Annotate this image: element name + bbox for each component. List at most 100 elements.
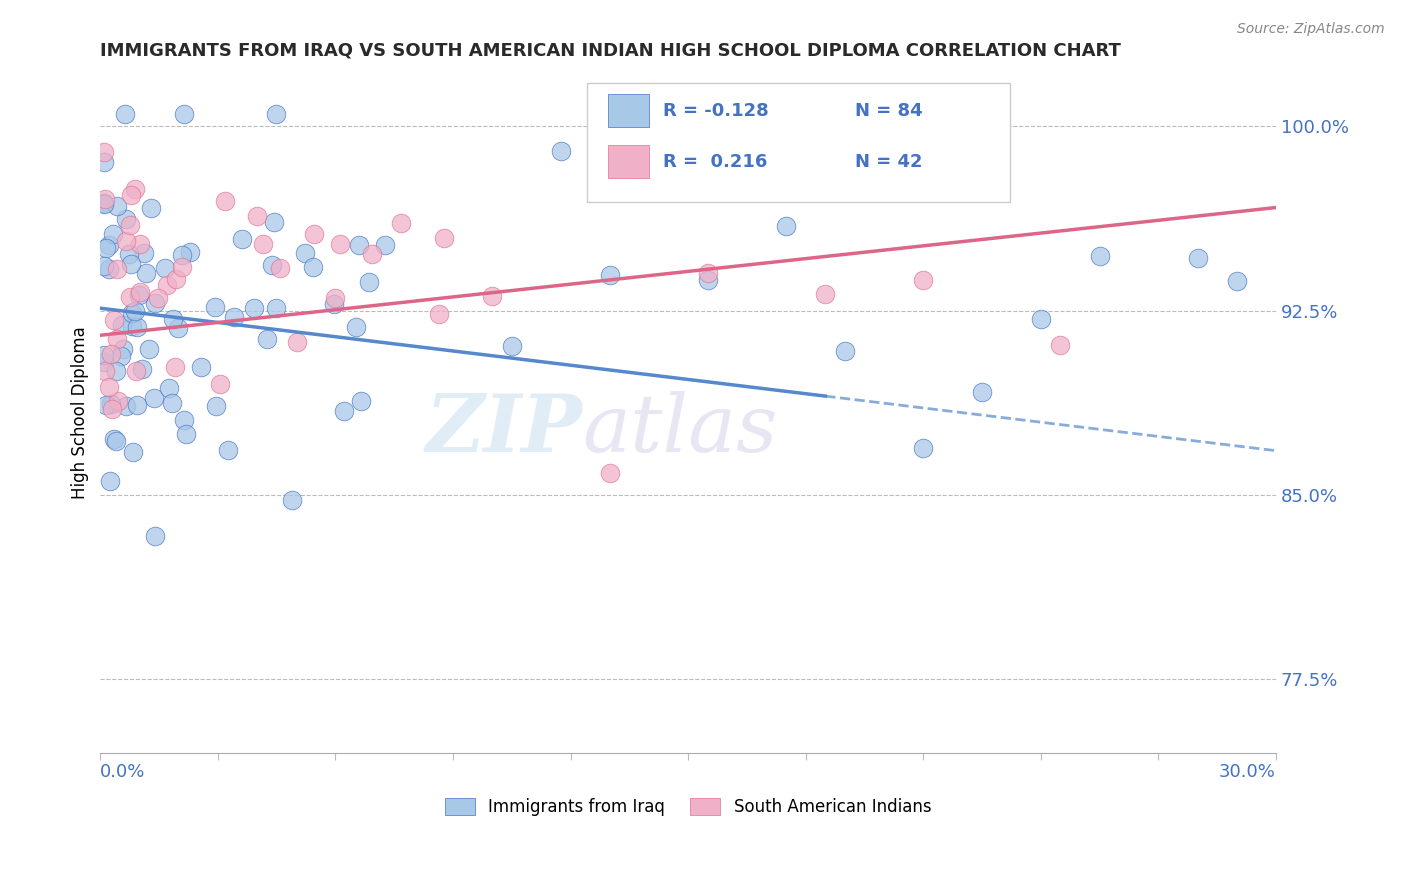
Point bbox=[120, 187, 142, 202]
Point bbox=[322, 297, 344, 311]
Point bbox=[138, 343, 160, 357]
Point bbox=[333, 404, 356, 418]
Point bbox=[115, 399, 138, 413]
Point bbox=[121, 319, 143, 334]
Point bbox=[120, 218, 142, 232]
Point bbox=[501, 339, 523, 353]
Point bbox=[1187, 251, 1209, 265]
Point bbox=[121, 306, 143, 320]
Point bbox=[269, 260, 291, 275]
Point bbox=[814, 286, 837, 301]
Point bbox=[165, 359, 187, 374]
Point bbox=[217, 443, 239, 458]
Point bbox=[146, 291, 169, 305]
Point bbox=[93, 197, 115, 211]
Point bbox=[112, 342, 135, 356]
Point bbox=[97, 262, 120, 277]
Point bbox=[128, 288, 150, 302]
Point bbox=[122, 445, 145, 459]
Point bbox=[124, 182, 146, 196]
Point bbox=[139, 201, 162, 215]
FancyBboxPatch shape bbox=[588, 83, 1011, 202]
Point bbox=[96, 241, 118, 255]
Text: Source: ZipAtlas.com: Source: ZipAtlas.com bbox=[1237, 22, 1385, 37]
Point bbox=[1029, 312, 1052, 326]
Point bbox=[166, 320, 188, 334]
Point bbox=[107, 393, 129, 408]
Point bbox=[118, 290, 141, 304]
Point bbox=[280, 492, 302, 507]
Point bbox=[143, 296, 166, 310]
Point bbox=[374, 238, 396, 252]
Point bbox=[114, 234, 136, 248]
Point bbox=[599, 466, 621, 480]
Point bbox=[100, 474, 122, 488]
Point bbox=[93, 355, 115, 369]
Point bbox=[103, 227, 125, 241]
Point bbox=[93, 145, 115, 160]
Point bbox=[142, 391, 165, 405]
Bar bbox=[609, 145, 650, 178]
Point bbox=[287, 335, 309, 350]
Point bbox=[105, 434, 128, 449]
Point bbox=[124, 304, 146, 318]
Point bbox=[134, 246, 156, 260]
Point bbox=[131, 361, 153, 376]
Point bbox=[111, 318, 134, 332]
Point bbox=[93, 348, 115, 362]
Point bbox=[262, 259, 284, 273]
Point bbox=[128, 236, 150, 251]
Point bbox=[93, 195, 115, 210]
Point bbox=[349, 238, 371, 252]
Point bbox=[114, 107, 136, 121]
Point bbox=[433, 230, 456, 244]
Text: 0.0%: 0.0% bbox=[100, 763, 146, 780]
Point bbox=[129, 285, 152, 299]
Point bbox=[350, 394, 373, 409]
Point bbox=[94, 193, 117, 207]
Point bbox=[115, 211, 138, 226]
Point bbox=[427, 307, 450, 321]
Point bbox=[389, 216, 412, 230]
Point bbox=[157, 381, 180, 395]
Point bbox=[117, 247, 139, 261]
Point bbox=[143, 528, 166, 542]
Point bbox=[155, 260, 177, 275]
Point bbox=[105, 262, 128, 277]
Point bbox=[294, 246, 316, 260]
Point bbox=[205, 399, 228, 413]
Point bbox=[94, 364, 117, 378]
Point bbox=[156, 278, 179, 293]
Point bbox=[256, 332, 278, 346]
Point bbox=[179, 245, 201, 260]
Text: R = -0.128: R = -0.128 bbox=[664, 102, 769, 120]
Legend: Immigrants from Iraq, South American Indians: Immigrants from Iraq, South American Ind… bbox=[439, 791, 938, 822]
Point bbox=[105, 199, 128, 213]
Point bbox=[110, 349, 132, 363]
Point bbox=[105, 332, 128, 346]
Point bbox=[101, 401, 124, 416]
Point bbox=[162, 311, 184, 326]
Point bbox=[834, 344, 856, 359]
Point bbox=[93, 155, 115, 169]
Point bbox=[97, 238, 120, 252]
Point bbox=[103, 432, 125, 446]
Point bbox=[360, 247, 382, 261]
Text: N = 84: N = 84 bbox=[855, 102, 922, 120]
Text: ZIP: ZIP bbox=[426, 391, 582, 468]
Point bbox=[912, 442, 935, 456]
Text: atlas: atlas bbox=[582, 391, 778, 468]
Point bbox=[100, 397, 122, 411]
Point bbox=[231, 232, 253, 246]
Point bbox=[125, 320, 148, 334]
Point bbox=[209, 376, 232, 391]
Point bbox=[222, 310, 245, 324]
Point bbox=[775, 219, 797, 233]
Point bbox=[242, 301, 264, 316]
Point bbox=[264, 107, 287, 121]
Point bbox=[302, 260, 325, 274]
Point bbox=[170, 248, 193, 262]
Text: 30.0%: 30.0% bbox=[1219, 763, 1277, 780]
Bar bbox=[609, 95, 650, 127]
Point bbox=[120, 257, 142, 271]
